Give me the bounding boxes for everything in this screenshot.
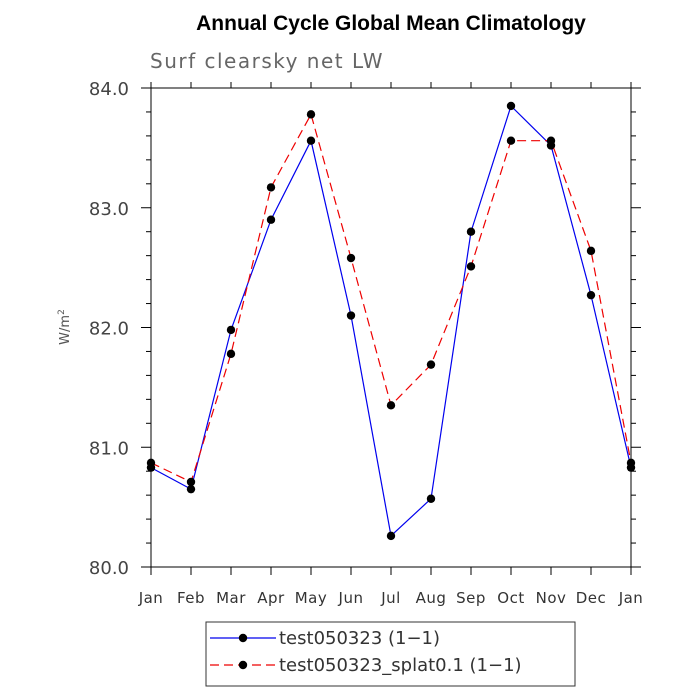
legend-label-1: test050323 (1−1) — [279, 628, 440, 649]
chart-title: Annual Cycle Global Mean Climatology — [196, 12, 586, 35]
data-point — [306, 136, 316, 145]
x-tick-label: Oct — [497, 589, 524, 607]
data-point — [466, 227, 476, 236]
data-point — [426, 494, 436, 503]
y-tick-label: 84.0 — [89, 79, 129, 100]
plot-frame — [150, 87, 632, 568]
data-point — [146, 458, 156, 468]
x-tick-label: Mar — [216, 589, 246, 607]
x-tick-label: Nov — [536, 589, 567, 607]
x-tick-label: Sep — [456, 589, 486, 607]
series-1 — [146, 101, 636, 541]
data-point — [346, 253, 356, 263]
series-line-2 — [150, 112, 632, 483]
series-2 — [146, 110, 636, 487]
x-axis: Jan Feb Mar Apr May Jun Jul Aug Sep Oct Nov Dec Jan — [138, 82, 644, 607]
data-point — [586, 246, 596, 256]
data-point — [626, 458, 636, 468]
data-point — [426, 360, 436, 369]
x-tick-label: Jun — [338, 589, 364, 607]
x-tick-label: May — [295, 589, 328, 607]
plot-border — [150, 87, 632, 568]
data-point — [226, 325, 236, 335]
legend: test050323 (1−1) test050323_splat0.1 (1−1… — [205, 621, 576, 687]
y-tick-label: 82.0 — [89, 319, 129, 340]
data-point — [386, 531, 396, 541]
data-point — [506, 136, 516, 145]
y-tick-label: 81.0 — [89, 438, 129, 459]
x-tick-label: Jan — [618, 589, 644, 607]
series-layer — [146, 101, 636, 541]
legend-marker-2 — [238, 660, 248, 670]
data-point — [266, 215, 276, 224]
legend-items: test050323 (1−1) test050323_splat0.1 (1−1… — [210, 628, 522, 676]
data-point — [226, 349, 236, 359]
x-tick-label: Apr — [257, 589, 285, 607]
y-tick-label: 83.0 — [89, 199, 129, 220]
legend-box — [205, 621, 576, 687]
y-axis: 80.0 81.0 82.0 83.0 84.0 — [89, 79, 641, 579]
x-tick-label: Jan — [138, 589, 164, 607]
y-axis-label: W/m2 — [57, 309, 73, 345]
data-point — [586, 290, 596, 300]
x-tick-label: Aug — [416, 589, 447, 607]
legend-label-2: test050323_splat0.1 (1−1) — [279, 655, 522, 676]
data-point — [506, 101, 516, 111]
data-point — [386, 401, 396, 410]
x-tick-label: Dec — [576, 589, 607, 607]
data-point — [186, 477, 196, 487]
y-axis-label-unit: W/m — [58, 315, 73, 345]
x-tick-label: Feb — [177, 589, 205, 607]
x-tick-label: Jul — [380, 589, 401, 607]
series-line-1 — [150, 104, 632, 538]
data-point — [186, 484, 196, 494]
y-tick-label: 80.0 — [89, 558, 129, 579]
legend-marker-1 — [238, 633, 248, 643]
data-point — [546, 136, 556, 145]
data-point — [346, 311, 356, 320]
data-point — [266, 183, 276, 192]
data-point — [306, 110, 316, 119]
chart-subtitle: Surf clearsky net LW — [150, 49, 384, 73]
data-point — [466, 262, 476, 271]
y-axis-label-exponent: 2 — [57, 309, 67, 315]
